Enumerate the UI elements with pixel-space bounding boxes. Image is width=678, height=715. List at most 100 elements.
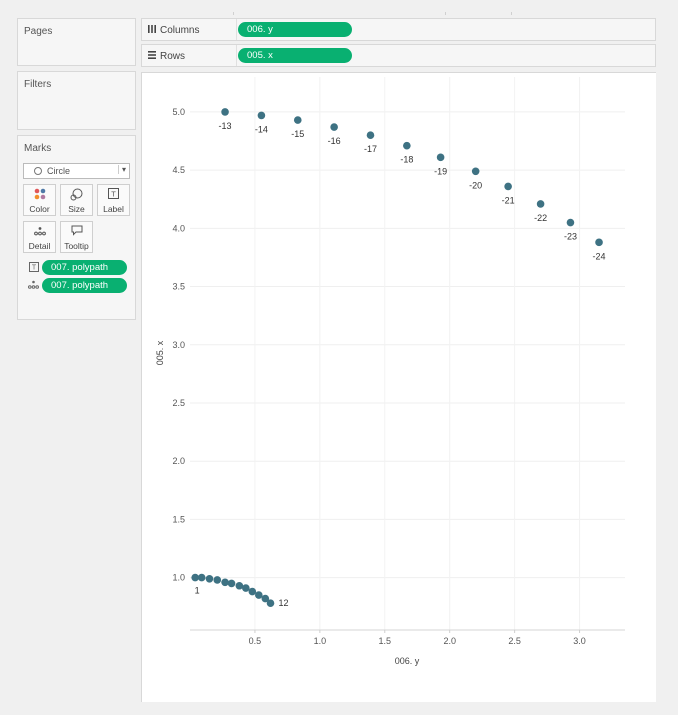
data-point[interactable] [293, 116, 302, 124]
data-point[interactable] [221, 108, 229, 116]
data-point[interactable] [504, 182, 512, 191]
size-button[interactable]: Size [60, 184, 93, 216]
y-tick-label: 1.0 [172, 573, 185, 583]
columns-label: Columns [160, 25, 200, 36]
data-point[interactable] [566, 218, 575, 227]
columns-icon [147, 24, 157, 37]
svg-text:T: T [31, 265, 36, 272]
viz-area: 1.0 1.5 2.0 2.5 3.0 3.5 4.0 4.5 5.0 0.5 1.0 1.5 2.0 2… [141, 72, 656, 702]
data-point[interactable] [213, 576, 222, 584]
label-label: Label [103, 204, 124, 214]
data-label: -17 [364, 144, 377, 154]
data-label: -22 [534, 213, 547, 223]
x-tick-label: 2.5 [508, 636, 521, 646]
data-point[interactable] [261, 594, 270, 603]
detail-label: Detail [28, 241, 51, 251]
data-point[interactable] [205, 574, 214, 583]
data-point[interactable] [330, 123, 338, 131]
data-label: -23 [564, 232, 577, 242]
data-point[interactable] [403, 141, 411, 150]
label-button[interactable]: T Label [97, 184, 130, 216]
data-label: -24 [593, 251, 606, 261]
chevron-down-icon[interactable]: ▾ [117, 165, 126, 174]
y-tick-label: 4.5 [172, 165, 185, 175]
ruler-tick [445, 12, 446, 15]
y-tick-label: 1.5 [172, 514, 185, 524]
y-axis-title: 005. x [155, 340, 165, 365]
data-label: 1 [195, 586, 200, 596]
data-point[interactable] [257, 111, 266, 120]
data-label: -19 [434, 166, 447, 176]
data-labels: 1 12 -13 -14 -15 -16 -17 -18 -19 -20 -21 -22 -23 -24 [195, 121, 606, 608]
mark-type-value: Circle [47, 166, 71, 176]
data-label: -14 [255, 124, 268, 134]
data-label: -16 [328, 136, 341, 146]
rows-icon [147, 50, 157, 63]
columns-pill[interactable]: 006. y [238, 22, 352, 37]
x-tick-label: 2.0 [443, 636, 456, 646]
data-point[interactable] [436, 153, 445, 162]
color-label: Color [29, 204, 50, 214]
size-label: Size [68, 204, 85, 214]
data-label: -13 [219, 121, 232, 131]
data-point[interactable] [227, 579, 236, 588]
tooltip-label: Tooltip [64, 241, 89, 251]
ruler-tick [511, 12, 512, 15]
top-strip [0, 0, 678, 15]
data-point[interactable] [221, 578, 229, 587]
size-icon [61, 188, 92, 204]
data-point[interactable] [248, 587, 257, 596]
pages-shelf[interactable]: Pages [17, 18, 136, 66]
data-point[interactable] [595, 238, 603, 247]
data-point[interactable] [536, 200, 545, 208]
x-tick-label: 3.0 [573, 636, 586, 646]
y-tick-label: 5.0 [172, 107, 185, 117]
axes: 1.0 1.5 2.0 2.5 3.0 3.5 4.0 4.5 5.0 0.5 1.0 1.5 2.0 2… [172, 107, 625, 646]
marks-title: Marks [24, 143, 52, 154]
x-tick-label: 1.0 [314, 636, 327, 646]
y-tick-label: 3.5 [172, 282, 185, 292]
color-icon [24, 188, 55, 204]
pages-title: Pages [24, 26, 53, 37]
tooltip-icon [61, 225, 92, 241]
filters-shelf[interactable]: Filters [17, 71, 136, 130]
rows-label: Rows [160, 51, 186, 62]
data-label: -20 [469, 180, 482, 190]
data-point[interactable] [255, 591, 263, 599]
label-icon: T [98, 188, 129, 204]
data-point[interactable] [366, 131, 375, 140]
y-tick-label: 2.5 [172, 398, 185, 408]
scatter-chart: 1.0 1.5 2.0 2.5 3.0 3.5 4.0 4.5 5.0 0.5 1.0 1.5 2.0 2… [155, 77, 625, 666]
gridlines [190, 77, 625, 630]
rows-shelf[interactable]: Rows [141, 44, 656, 67]
shelf-divider [236, 45, 237, 66]
tooltip-button[interactable]: Tooltip [60, 221, 93, 253]
marks-field-pill-detail[interactable]: 007. polypath [42, 278, 127, 293]
data-label: -18 [400, 155, 413, 165]
x-tick-label: 0.5 [249, 636, 262, 646]
data-point[interactable] [197, 573, 206, 582]
mark-type-dropdown[interactable]: Circle ▾ [23, 163, 130, 179]
marks-field-pill-label[interactable]: 007. polypath [42, 260, 127, 275]
detail-button[interactable]: Detail [23, 221, 56, 253]
color-button[interactable]: Color [23, 184, 56, 216]
y-tick-label: 4.0 [172, 223, 185, 233]
data-point[interactable] [235, 581, 244, 590]
filters-title: Filters [24, 79, 52, 90]
data-label: -15 [291, 129, 304, 139]
y-tick-label: 3.0 [172, 340, 185, 350]
detail-icon [28, 280, 39, 291]
svg-text:T: T [111, 189, 116, 198]
rows-pill[interactable]: 005. x [238, 48, 352, 63]
circle-icon [34, 167, 42, 175]
columns-shelf[interactable]: Columns [141, 18, 656, 41]
data-point[interactable] [266, 599, 275, 608]
data-point[interactable] [242, 584, 250, 592]
ruler-tick [233, 12, 234, 15]
y-tick-label: 2.0 [172, 456, 185, 466]
x-axis-title: 006. y [395, 656, 420, 666]
data-point[interactable] [471, 167, 480, 176]
x-tick-label: 1.5 [379, 636, 392, 646]
data-marks [191, 108, 603, 608]
data-point[interactable] [191, 573, 199, 582]
